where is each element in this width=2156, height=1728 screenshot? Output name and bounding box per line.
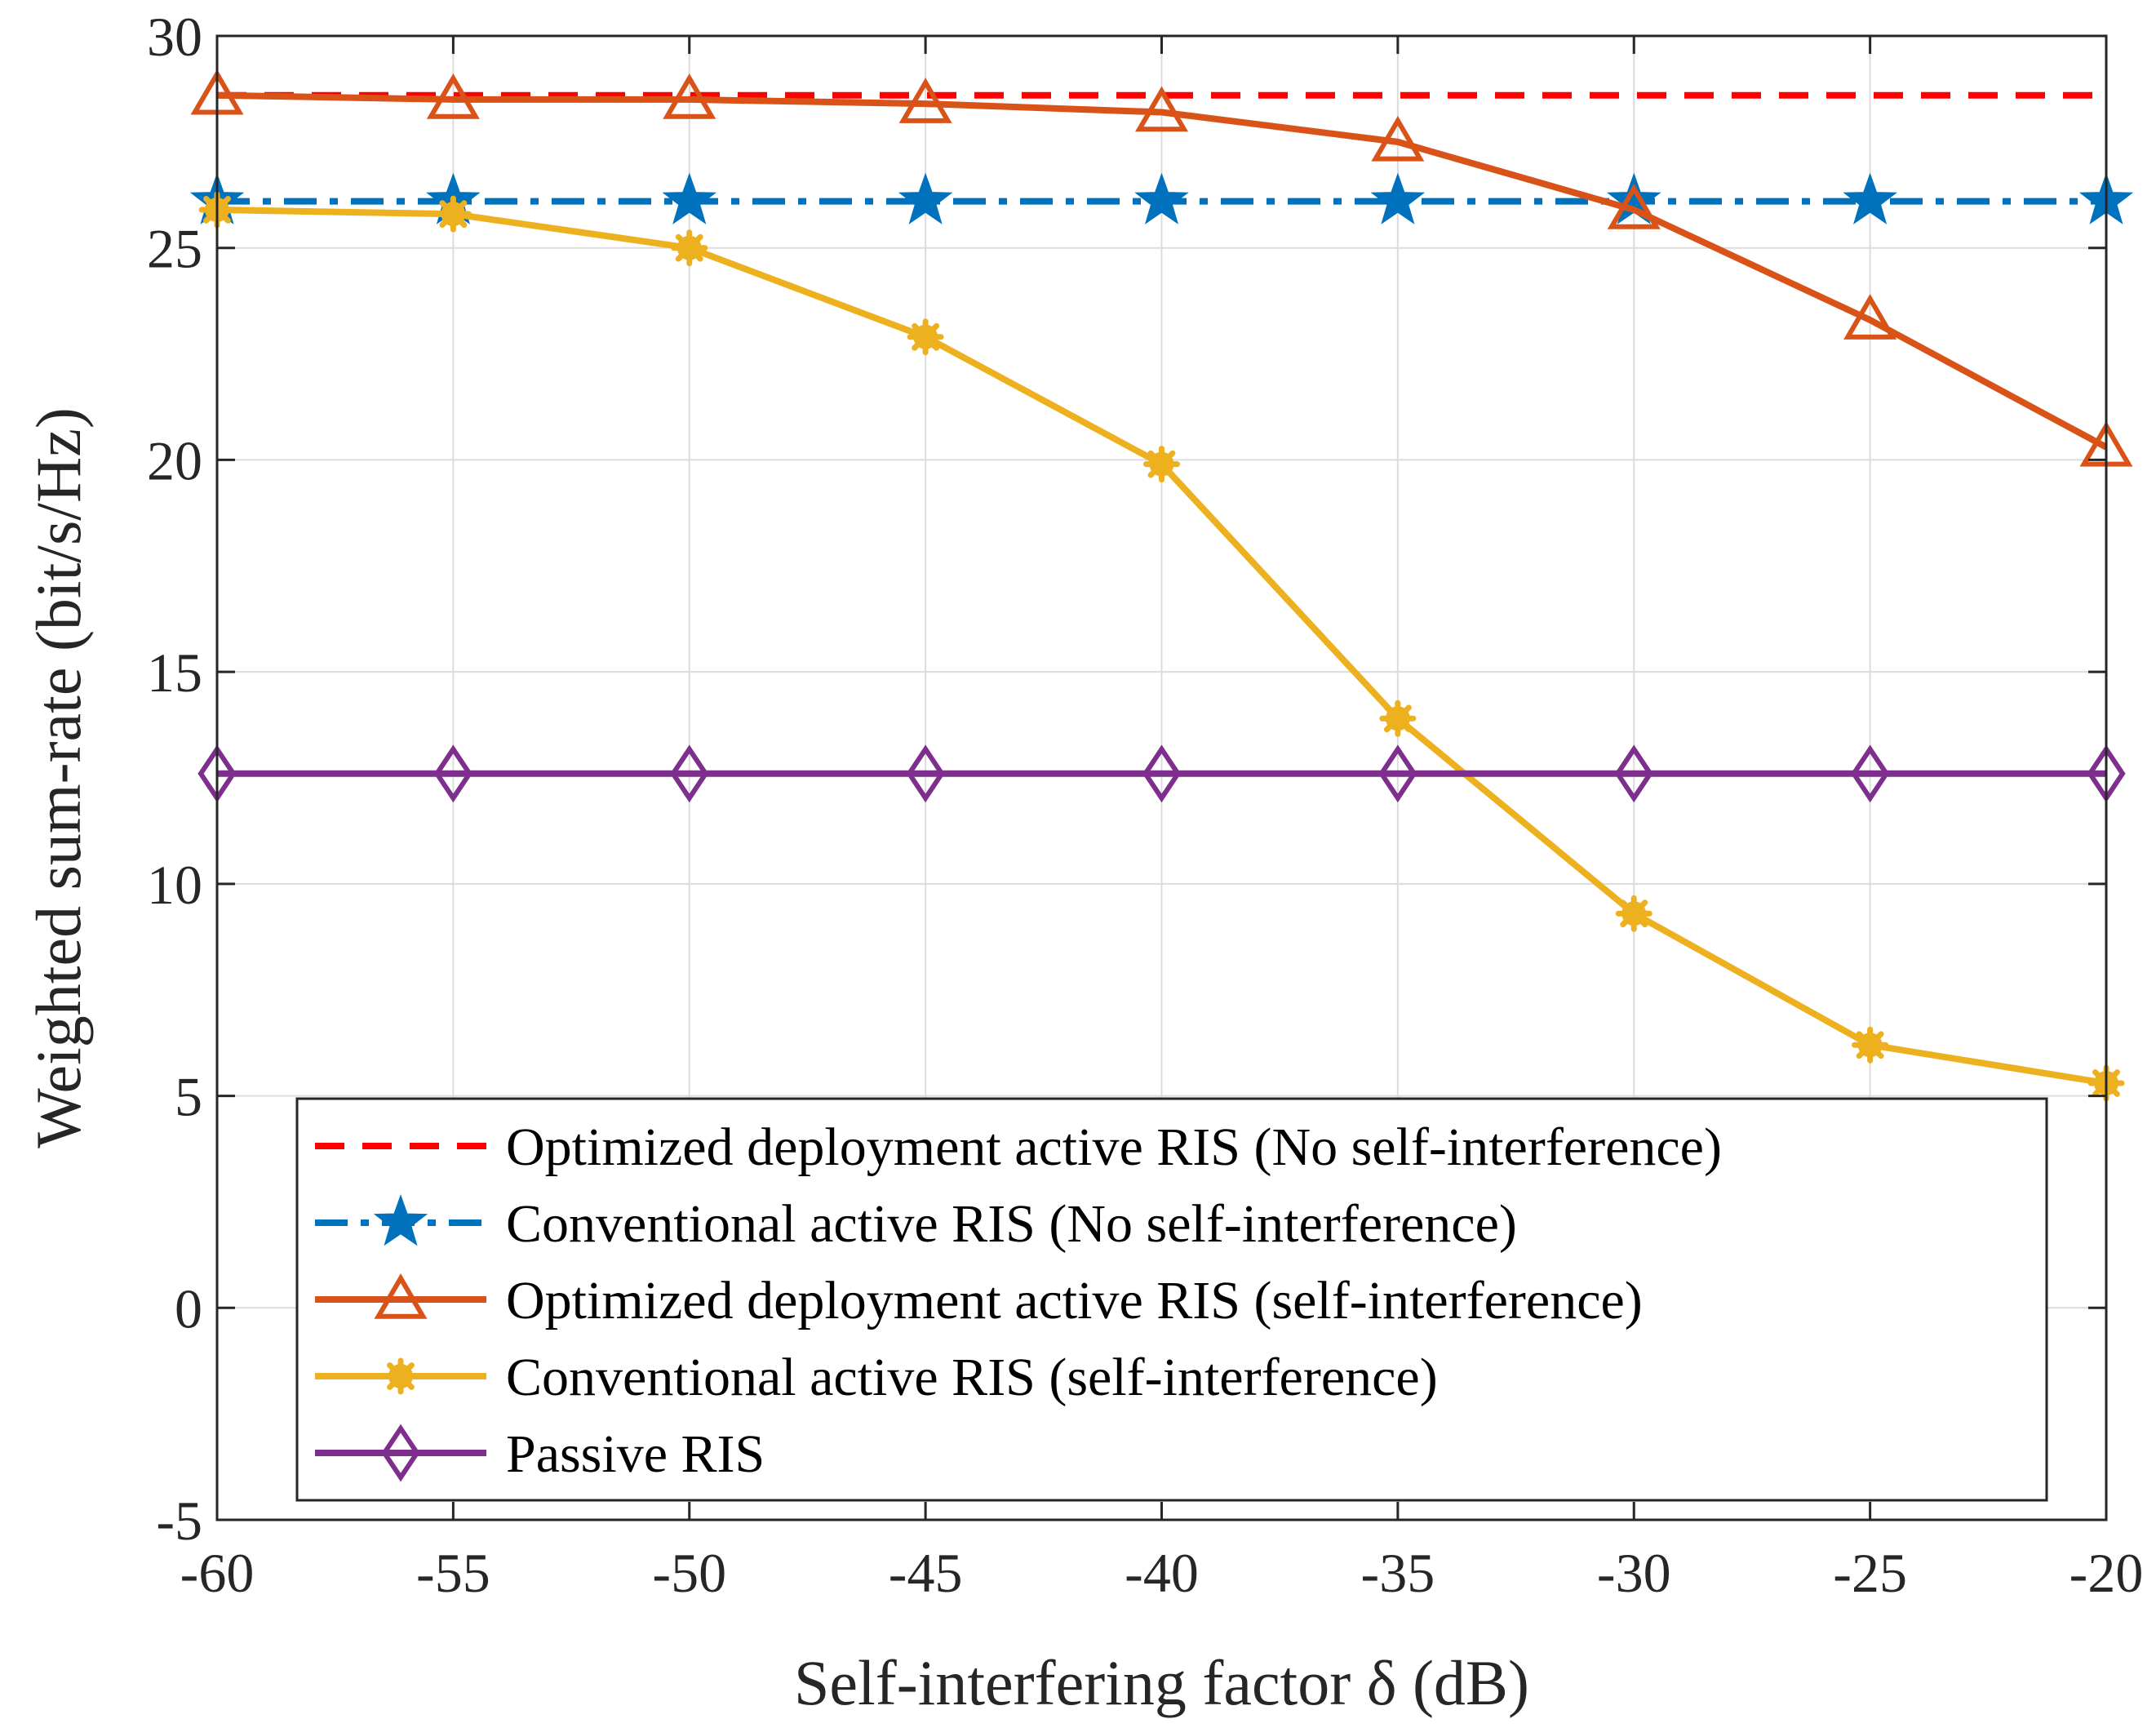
x-tick-label: -60	[180, 1542, 255, 1604]
legend-item: Conventional active RIS (No self-interfe…	[315, 1193, 1517, 1254]
series-line	[216, 91, 2108, 451]
asterisk-marker-arm	[675, 233, 703, 262]
x-tick-label: -35	[1361, 1542, 1435, 1604]
triangle-marker	[663, 73, 716, 119]
y-tick-label: 15	[147, 642, 202, 704]
x-axis-ticks: -60 -55 -50 -45 -40 -35 -30 -25 -20	[180, 36, 2144, 1604]
x-tick-label: -25	[1833, 1542, 1907, 1604]
asterisk-marker-arm	[1856, 1031, 1884, 1059]
y-tick-label: -5	[156, 1490, 202, 1552]
asterisk-marker	[907, 318, 944, 356]
y-axis-ticks: -5 0 5 10 15 20 25 30	[147, 6, 2106, 1552]
star-marker	[1843, 172, 1897, 224]
asterisk-marker-arm	[387, 1362, 415, 1390]
y-tick-label: 5	[175, 1066, 202, 1128]
star-marker	[1134, 172, 1189, 224]
x-tick-label: -55	[416, 1542, 490, 1604]
series-layer	[189, 69, 2134, 1102]
legend-item: Passive RIS	[315, 1424, 765, 1484]
triangle-marker	[1134, 86, 1189, 132]
diamond-marker	[670, 744, 709, 803]
y-tick-label: 0	[175, 1277, 202, 1339]
x-axis-label: Self-interfering factor δ (dB)	[794, 1647, 1529, 1718]
y-axis-label: Weighted sum-rate (bit/s/Hz)	[23, 407, 94, 1148]
legend-label: Passive RIS	[506, 1424, 765, 1484]
x-tick-label: -45	[889, 1542, 963, 1604]
triangle-marker	[1607, 184, 1661, 229]
triangle-marker	[1371, 115, 1425, 162]
asterisk-marker	[1143, 446, 1180, 483]
diamond-marker	[1142, 744, 1182, 803]
triangle-marker	[374, 1273, 428, 1319]
diamond-marker	[381, 1424, 420, 1482]
triangle-marker	[426, 73, 480, 119]
legend-label: Conventional active RIS (No self-interfe…	[506, 1194, 1517, 1254]
x-tick-label: -30	[1597, 1542, 1671, 1604]
diamond-marker	[906, 744, 945, 803]
star-marker	[662, 172, 717, 224]
x-tick-label: -50	[652, 1542, 726, 1604]
legend-label: Conventional active RIS (self-interferen…	[506, 1348, 1438, 1407]
legend-box	[295, 1097, 2048, 1502]
star-marker	[373, 1193, 428, 1246]
asterisk-marker	[434, 195, 472, 233]
legend-item: Optimized deployment active RIS (No self…	[315, 1117, 1722, 1177]
asterisk-marker-arm	[439, 200, 468, 229]
legend-label: Optimized deployment active RIS (self-in…	[506, 1271, 1643, 1330]
legend-item: Optimized deployment active RIS (self-in…	[315, 1271, 1643, 1330]
y-tick-label: 30	[147, 6, 202, 68]
asterisk-marker-arm	[1147, 450, 1176, 478]
series-3	[198, 191, 2125, 1102]
triangle-marker	[1843, 294, 1897, 340]
x-tick-label: -20	[2069, 1542, 2144, 1604]
legend-label: Optimized deployment active RIS (No self…	[506, 1117, 1722, 1177]
asterisk-marker	[1379, 700, 1417, 737]
star-marker	[898, 172, 953, 224]
triangle-marker	[898, 78, 952, 123]
x-tick-label: -40	[1125, 1542, 1199, 1604]
asterisk-marker	[1852, 1026, 1889, 1064]
diamond-marker	[1378, 744, 1417, 803]
asterisk-marker-arm	[912, 322, 940, 351]
y-tick-label: 25	[147, 218, 202, 280]
diamond-marker	[433, 744, 472, 803]
legend-item: Conventional active RIS (self-interferen…	[315, 1348, 1438, 1407]
diamond-marker	[1851, 744, 1890, 803]
asterisk-marker	[1615, 895, 1652, 932]
y-tick-label: 10	[147, 854, 202, 916]
legend: Optimized deployment active RIS (No self…	[295, 1097, 2048, 1502]
star-marker	[1370, 172, 1426, 224]
series-2	[190, 69, 2133, 467]
asterisk-marker	[382, 1357, 419, 1395]
y-tick-label: 20	[147, 429, 202, 491]
asterisk-marker	[671, 229, 708, 267]
diamond-marker	[1614, 744, 1653, 803]
asterisk-marker-arm	[1383, 704, 1412, 733]
asterisk-marker-arm	[1620, 900, 1648, 928]
